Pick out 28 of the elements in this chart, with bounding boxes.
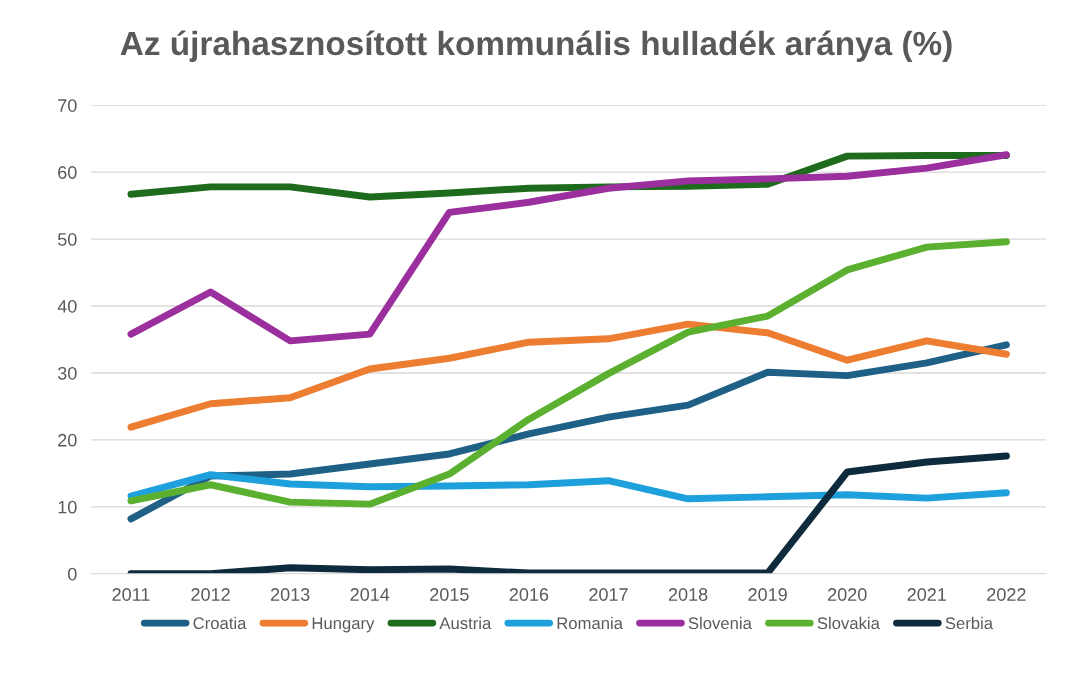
x-tick-label: 2012 bbox=[191, 588, 230, 601]
y-tick-label: 50 bbox=[57, 233, 77, 246]
y-tick-label: 30 bbox=[57, 366, 77, 380]
y-tick-label: 10 bbox=[58, 500, 77, 514]
y-tick-label: 40 bbox=[57, 299, 77, 313]
x-tick-label: 2017 bbox=[589, 588, 628, 601]
legend-label: Hungary bbox=[312, 617, 375, 633]
x-tick-label: 2015 bbox=[430, 588, 469, 601]
x-tick-label: 2014 bbox=[350, 588, 390, 601]
legend-label: Slovenia bbox=[688, 616, 752, 630]
x-tick-label: 2018 bbox=[668, 588, 708, 601]
legend-label: Serbia bbox=[945, 616, 994, 630]
x-tick-label: 2011 bbox=[112, 588, 150, 601]
y-tick-label: 20 bbox=[58, 433, 77, 447]
x-tick-label: 2016 bbox=[509, 588, 549, 601]
chart-title: Az újrahasznosított kommunális hulladék aránya (%) bbox=[120, 30, 952, 62]
legend-label: Croatia bbox=[193, 616, 247, 630]
x-tick-label: 2013 bbox=[270, 588, 310, 601]
y-tick-label: 70 bbox=[58, 99, 77, 112]
y-tick-label: 60 bbox=[58, 166, 77, 179]
legend-label: Romania bbox=[557, 616, 623, 630]
legend-label: Slovakia bbox=[817, 616, 880, 630]
x-tick-label: 2019 bbox=[748, 588, 787, 601]
x-tick-label: 2022 bbox=[987, 588, 1026, 601]
y-tick-label: 0 bbox=[67, 567, 77, 581]
legend-label: Austria bbox=[439, 616, 492, 630]
x-tick-label: 2021 bbox=[907, 588, 947, 601]
x-tick-label: 2020 bbox=[828, 588, 867, 601]
